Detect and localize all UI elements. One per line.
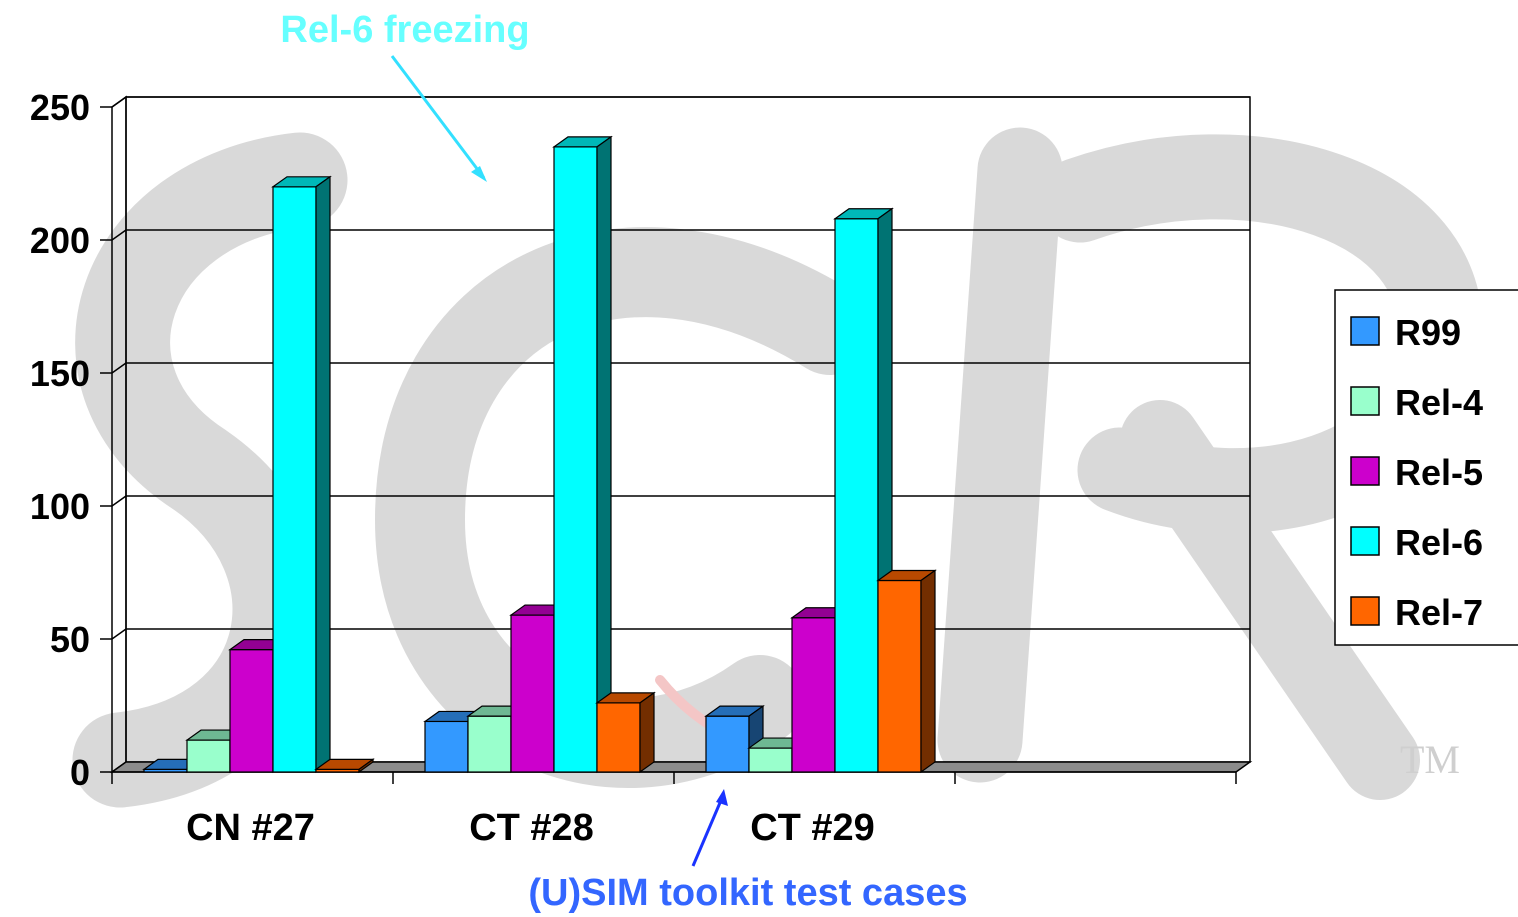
bar-front <box>596 702 641 773</box>
gridline-depth <box>111 628 127 640</box>
bar <box>552 135 613 774</box>
legend-swatch <box>1350 526 1380 556</box>
bar-front <box>834 218 879 773</box>
bar-front <box>467 715 512 773</box>
bar <box>314 758 375 774</box>
y-tick-label: 250 <box>30 87 90 128</box>
gridline-depth <box>111 495 127 507</box>
bar-side <box>639 691 655 774</box>
gridline-depth <box>111 229 127 241</box>
legend: R99 Rel-4 Rel-5 Rel-6 Rel-7 <box>1334 289 1518 646</box>
legend-label: Rel-5 <box>1395 452 1483 493</box>
y-tick-label: 0 <box>70 752 90 793</box>
legend-swatch <box>1350 596 1380 626</box>
legend-label: Rel-6 <box>1395 522 1483 563</box>
bar-front <box>229 649 274 773</box>
legend-label: R99 <box>1395 312 1461 353</box>
x-tick-label: CT #28 <box>469 807 594 849</box>
bar <box>595 691 656 774</box>
annotation-usim-arrowhead <box>716 789 728 806</box>
bar-side <box>358 758 374 774</box>
bar-front <box>424 720 469 773</box>
y-tick-label: 150 <box>30 353 90 394</box>
y-axis-ticks: 0 50 100 150 200 250 <box>30 87 112 793</box>
annotation-usim-arrow <box>691 797 724 867</box>
bar-side <box>596 135 612 774</box>
watermark-tm: TM <box>1400 737 1460 782</box>
annotation-rel6-text: Rel-6 freezing <box>280 9 529 51</box>
gridline-depth <box>111 362 127 374</box>
bar-front <box>877 579 922 773</box>
x-axis: CN #27 CT #28 CT #29 <box>111 771 1237 849</box>
annotation-usim-text: (U)SIM toolkit test cases <box>528 872 967 914</box>
bar <box>833 207 894 774</box>
y-tick-label: 100 <box>30 486 90 527</box>
bar-front <box>510 614 555 773</box>
annotation-rel6-freezing: Rel-6 freezing <box>280 9 530 182</box>
bar-front <box>553 146 598 773</box>
legend-swatch <box>1350 316 1380 346</box>
annotation-rel6-arrow <box>390 55 486 179</box>
bar <box>876 569 937 774</box>
legend-label: Rel-4 <box>1395 382 1483 423</box>
legend-label: Rel-7 <box>1395 592 1483 633</box>
legend-swatch <box>1350 456 1380 486</box>
bar <box>271 175 332 774</box>
y-tick-label: 50 <box>50 619 90 660</box>
x-tick-label: CT #29 <box>750 807 875 849</box>
gridline-depth <box>111 96 127 108</box>
bar-front <box>272 186 317 773</box>
annotation-usim: (U)SIM toolkit test cases <box>528 789 968 914</box>
legend-swatch <box>1350 386 1380 416</box>
y-tick-label: 200 <box>30 220 90 261</box>
bar-side <box>315 175 331 774</box>
annotation-rel6-arrowhead <box>471 166 487 182</box>
bars <box>142 135 937 774</box>
x-tick-label: CN #27 <box>186 807 315 849</box>
bar-front <box>705 715 750 773</box>
bar-front <box>791 617 836 773</box>
bar-front <box>186 739 231 773</box>
bar-side <box>920 569 936 774</box>
bar-front <box>748 747 793 773</box>
